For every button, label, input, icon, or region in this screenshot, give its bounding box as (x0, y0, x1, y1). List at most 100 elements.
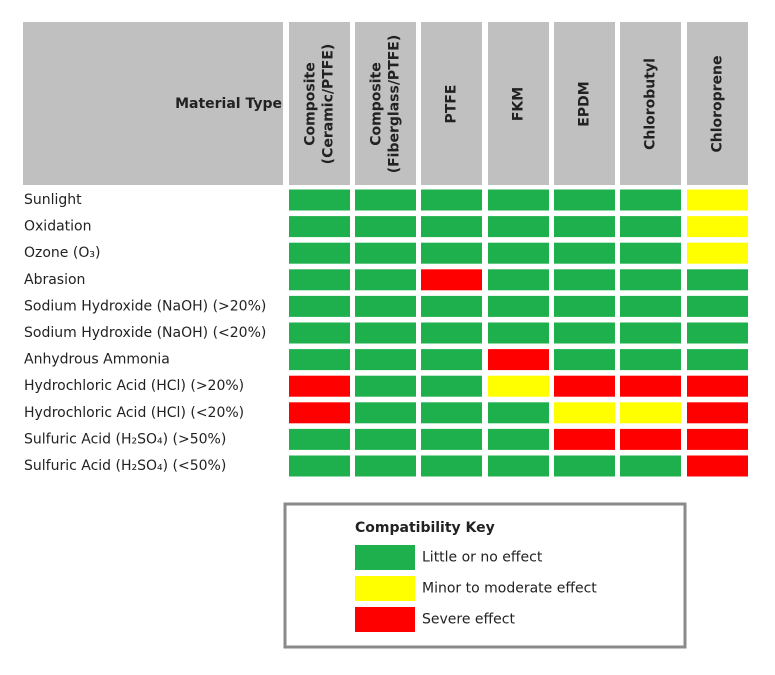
rating-cell (355, 216, 416, 238)
rating-cell (355, 402, 416, 424)
rating-cell (421, 349, 482, 371)
column-label: (Fiberglass/PTFE) (387, 35, 403, 174)
rating-cell (355, 189, 416, 211)
rating-cell (554, 322, 615, 344)
rating-cell (687, 428, 748, 450)
rating-cell (421, 216, 482, 238)
rating-cell (488, 428, 549, 450)
row-label: Sulfuric Acid (H₂SO₄) (>50%) (24, 431, 226, 447)
rating-cell (620, 295, 681, 317)
rating-cell (421, 242, 482, 264)
rating-cell (289, 295, 350, 317)
row-label: Anhydrous Ammonia (24, 352, 170, 368)
rating-cell (289, 375, 350, 397)
rating-cell (687, 349, 748, 371)
rating-cell (620, 322, 681, 344)
rating-cell (554, 269, 615, 291)
row-label: Hydrochloric Acid (HCl) (>20%) (24, 378, 244, 394)
rating-cell (687, 455, 748, 477)
key-swatch (355, 607, 415, 632)
rating-cell (355, 349, 416, 371)
row-label: Hydrochloric Acid (HCl) (<20%) (24, 405, 244, 421)
rating-cell (421, 189, 482, 211)
row-label: Oxidation (24, 219, 91, 235)
rating-cell (620, 375, 681, 397)
rating-cell (289, 189, 350, 211)
rating-cell (554, 402, 615, 424)
rating-cell (488, 242, 549, 264)
column-header (421, 22, 482, 185)
rating-cell (355, 269, 416, 291)
rating-cell (687, 269, 748, 291)
column-label: Chloroprene (710, 55, 726, 152)
column-label: Chlorobutyl (643, 58, 659, 150)
row-label: Sodium Hydroxide (NaOH) (>20%) (24, 298, 266, 314)
row-label: Sunlight (24, 192, 82, 208)
column-header (687, 22, 748, 185)
rating-cell (355, 242, 416, 264)
rating-cell (620, 242, 681, 264)
rating-cell (289, 455, 350, 477)
rating-cell (355, 375, 416, 397)
row-label: Ozone (O₃) (24, 245, 100, 261)
column-header (355, 22, 416, 185)
rating-cell (289, 428, 350, 450)
row-label: Abrasion (24, 272, 85, 288)
rating-cell (554, 242, 615, 264)
key-label: Little or no effect (422, 550, 543, 566)
rating-cell (620, 349, 681, 371)
rating-cell (554, 216, 615, 238)
corner-cell (23, 22, 283, 185)
rating-cell (289, 269, 350, 291)
column-header (620, 22, 681, 185)
rating-cell (687, 189, 748, 211)
rating-cell (687, 402, 748, 424)
rating-cell (488, 295, 549, 317)
rating-cell (488, 189, 549, 211)
rating-cell (687, 242, 748, 264)
column-header (289, 22, 350, 185)
key-label: Minor to moderate effect (422, 581, 597, 597)
column-label: PTFE (444, 85, 460, 124)
key-box (283, 502, 687, 649)
rating-cell (289, 216, 350, 238)
rating-cell (289, 402, 350, 424)
rating-cell (554, 428, 615, 450)
rating-cell (554, 455, 615, 477)
rating-cell (488, 322, 549, 344)
rating-cell (488, 269, 549, 291)
rating-cell (488, 216, 549, 238)
rating-cell (421, 428, 482, 450)
rating-cell (421, 322, 482, 344)
rating-cell (421, 455, 482, 477)
rating-cell (687, 322, 748, 344)
column-label: EPDM (577, 81, 593, 126)
column-label: FKM (511, 87, 527, 121)
key-label: Severe effect (422, 612, 515, 628)
rating-cell (554, 349, 615, 371)
key-swatch (355, 545, 415, 570)
rating-cell (355, 455, 416, 477)
rating-cell (289, 322, 350, 344)
rating-cell (620, 189, 681, 211)
rating-cell (289, 349, 350, 371)
rating-cell (421, 295, 482, 317)
rating-cell (620, 269, 681, 291)
rating-cell (421, 402, 482, 424)
rating-cell (620, 455, 681, 477)
rating-cell (620, 428, 681, 450)
rating-cell (355, 428, 416, 450)
rating-cell (355, 322, 416, 344)
rating-cell (488, 349, 549, 371)
rating-cell (687, 216, 748, 238)
rating-cell (687, 295, 748, 317)
rating-cell (554, 295, 615, 317)
rating-cell (355, 295, 416, 317)
key-title: Compatibility Key (355, 520, 495, 536)
column-label: Composite (303, 62, 319, 145)
column-header (554, 22, 615, 185)
rating-cell (687, 375, 748, 397)
column-label: Composite (369, 62, 385, 145)
column-header (488, 22, 549, 185)
